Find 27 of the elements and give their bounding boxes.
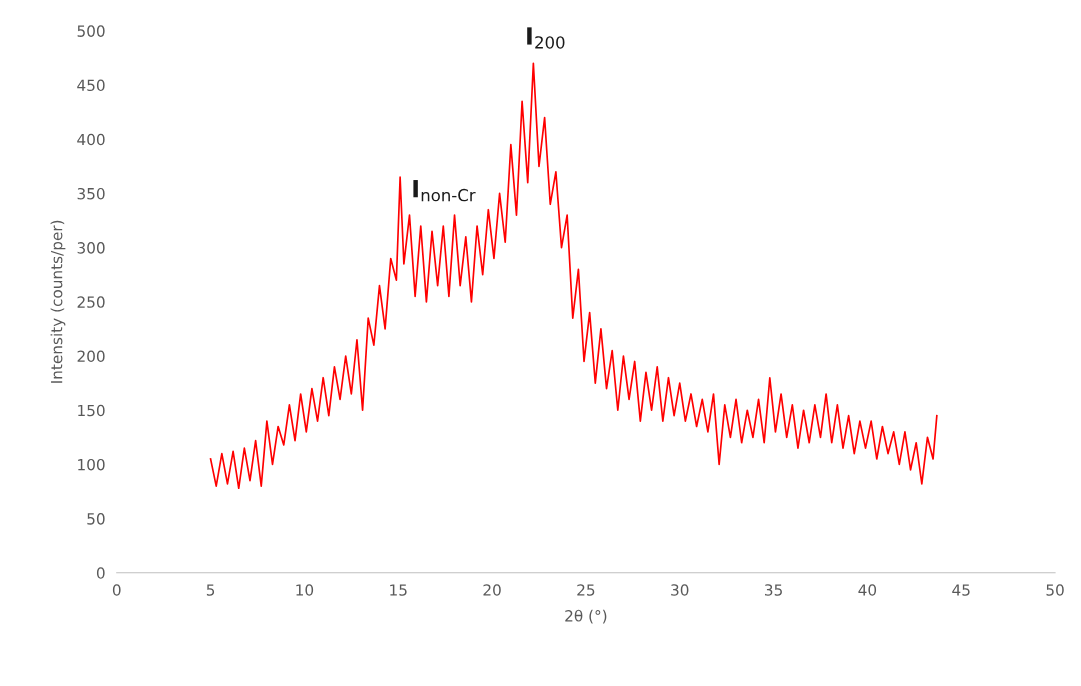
y-tick-label: 300 bbox=[77, 242, 105, 254]
x-tick-label: 50 bbox=[1046, 584, 1064, 596]
x-tick-label: 30 bbox=[671, 584, 689, 596]
x-tick-label: 5 bbox=[206, 584, 215, 596]
y-tick-label: 350 bbox=[77, 187, 105, 200]
x-tick-label: 25 bbox=[577, 584, 595, 596]
y-tick-label: 250 bbox=[77, 296, 105, 308]
x-tick-label: 35 bbox=[765, 584, 782, 596]
y-tick-label: 50 bbox=[87, 513, 105, 525]
y-tick-label: 0 bbox=[96, 567, 105, 579]
x-tick-label: 20 bbox=[483, 584, 501, 596]
y-tick-label: 400 bbox=[77, 133, 105, 146]
x-tick-label: 45 bbox=[952, 584, 970, 596]
x-tick-label: 40 bbox=[858, 584, 877, 596]
annotation: I$_{non-Cr}$ bbox=[413, 180, 476, 202]
annotation: I$_{200}$ bbox=[527, 27, 565, 49]
y-tick-label: 150 bbox=[78, 404, 105, 417]
y-tick-label: 450 bbox=[77, 79, 105, 92]
y-axis-title: Intensity (counts/per) bbox=[50, 220, 66, 383]
x-tick-label: 15 bbox=[390, 584, 407, 596]
x-axis-title: 2θ (°) bbox=[565, 609, 607, 624]
x-tick-label: 0 bbox=[112, 584, 121, 596]
line-series bbox=[209, 62, 938, 490]
y-tick-label: 500 bbox=[77, 25, 105, 37]
x-tick-label: 10 bbox=[296, 584, 314, 596]
y-tick-label: 200 bbox=[77, 350, 105, 363]
y-tick-label: 100 bbox=[78, 458, 105, 471]
